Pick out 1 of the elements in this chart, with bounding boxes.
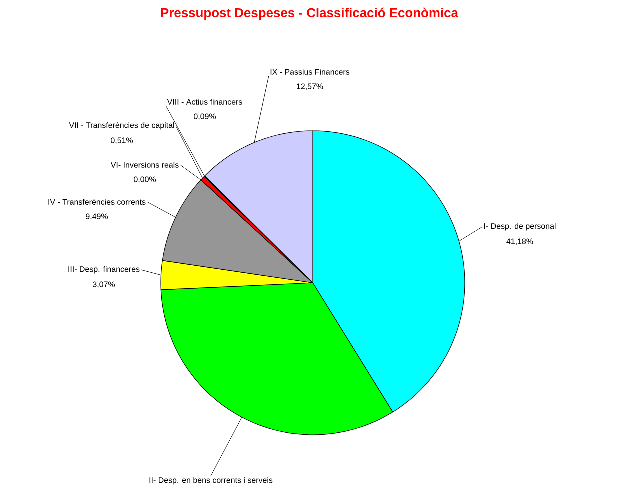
chart-title: Pressupost Despeses - Classificació Econòmica bbox=[161, 8, 459, 20]
